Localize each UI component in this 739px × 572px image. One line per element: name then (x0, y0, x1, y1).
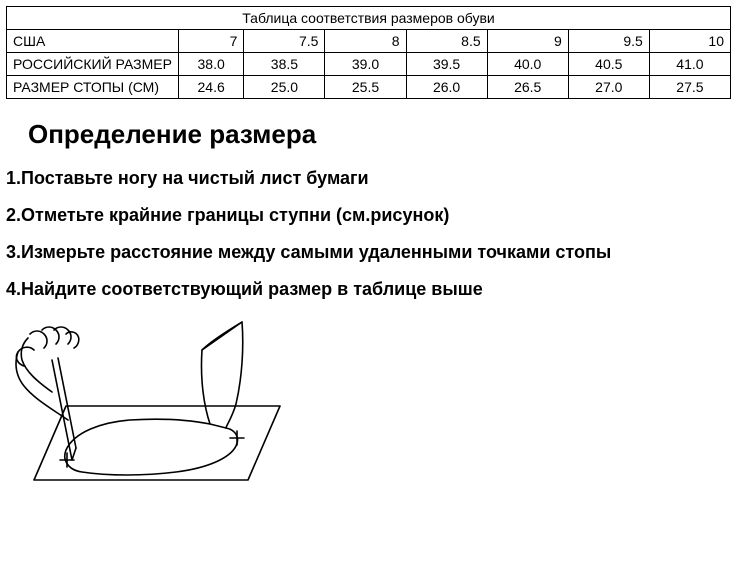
cell: 8.5 (406, 30, 487, 53)
cell: 7.5 (244, 30, 325, 53)
cell: 27.5 (649, 76, 730, 99)
step-item: 1.Поставьте ногу на чистый лист бумаги (6, 168, 733, 189)
cell: 39.5 (406, 53, 487, 76)
row-label: США (7, 30, 179, 53)
step-item: 4.Найдите соответствующий размер в табли… (6, 279, 733, 300)
cell: 38.5 (244, 53, 325, 76)
foot-tracing-icon (12, 320, 292, 510)
cell: 26.5 (487, 76, 568, 99)
table-row: РОССИЙСКИЙ РАЗМЕР 38.0 38.5 39.0 39.5 40… (7, 53, 731, 76)
cell: 41.0 (649, 53, 730, 76)
cell: 26.0 (406, 76, 487, 99)
cell: 24.6 (178, 76, 243, 99)
section-heading: Определение размера (28, 119, 733, 150)
table-row: РАЗМЕР СТОПЫ (СМ) 24.6 25.0 25.5 26.0 26… (7, 76, 731, 99)
table-row: США 7 7.5 8 8.5 9 9.5 10 (7, 30, 731, 53)
step-item: 2.Отметьте крайние границы ступни (см.ри… (6, 205, 733, 226)
step-item: 3.Измерьте расстояние между самыми удале… (6, 242, 733, 263)
cell: 40.5 (568, 53, 649, 76)
row-label: РАЗМЕР СТОПЫ (СМ) (7, 76, 179, 99)
cell: 8 (325, 30, 406, 53)
foot-tracing-figure (12, 320, 733, 515)
cell: 40.0 (487, 53, 568, 76)
table-title: Таблица соответствия размеров обуви (7, 7, 731, 30)
size-table: Таблица соответствия размеров обуви США … (6, 6, 731, 99)
cell: 25.5 (325, 76, 406, 99)
cell: 25.0 (244, 76, 325, 99)
row-label: РОССИЙСКИЙ РАЗМЕР (7, 53, 179, 76)
cell: 27.0 (568, 76, 649, 99)
cell: 9.5 (568, 30, 649, 53)
cell: 10 (649, 30, 730, 53)
steps-list: 1.Поставьте ногу на чистый лист бумаги 2… (6, 168, 733, 300)
cell: 9 (487, 30, 568, 53)
cell: 38.0 (178, 53, 243, 76)
cell: 39.0 (325, 53, 406, 76)
cell: 7 (178, 30, 243, 53)
